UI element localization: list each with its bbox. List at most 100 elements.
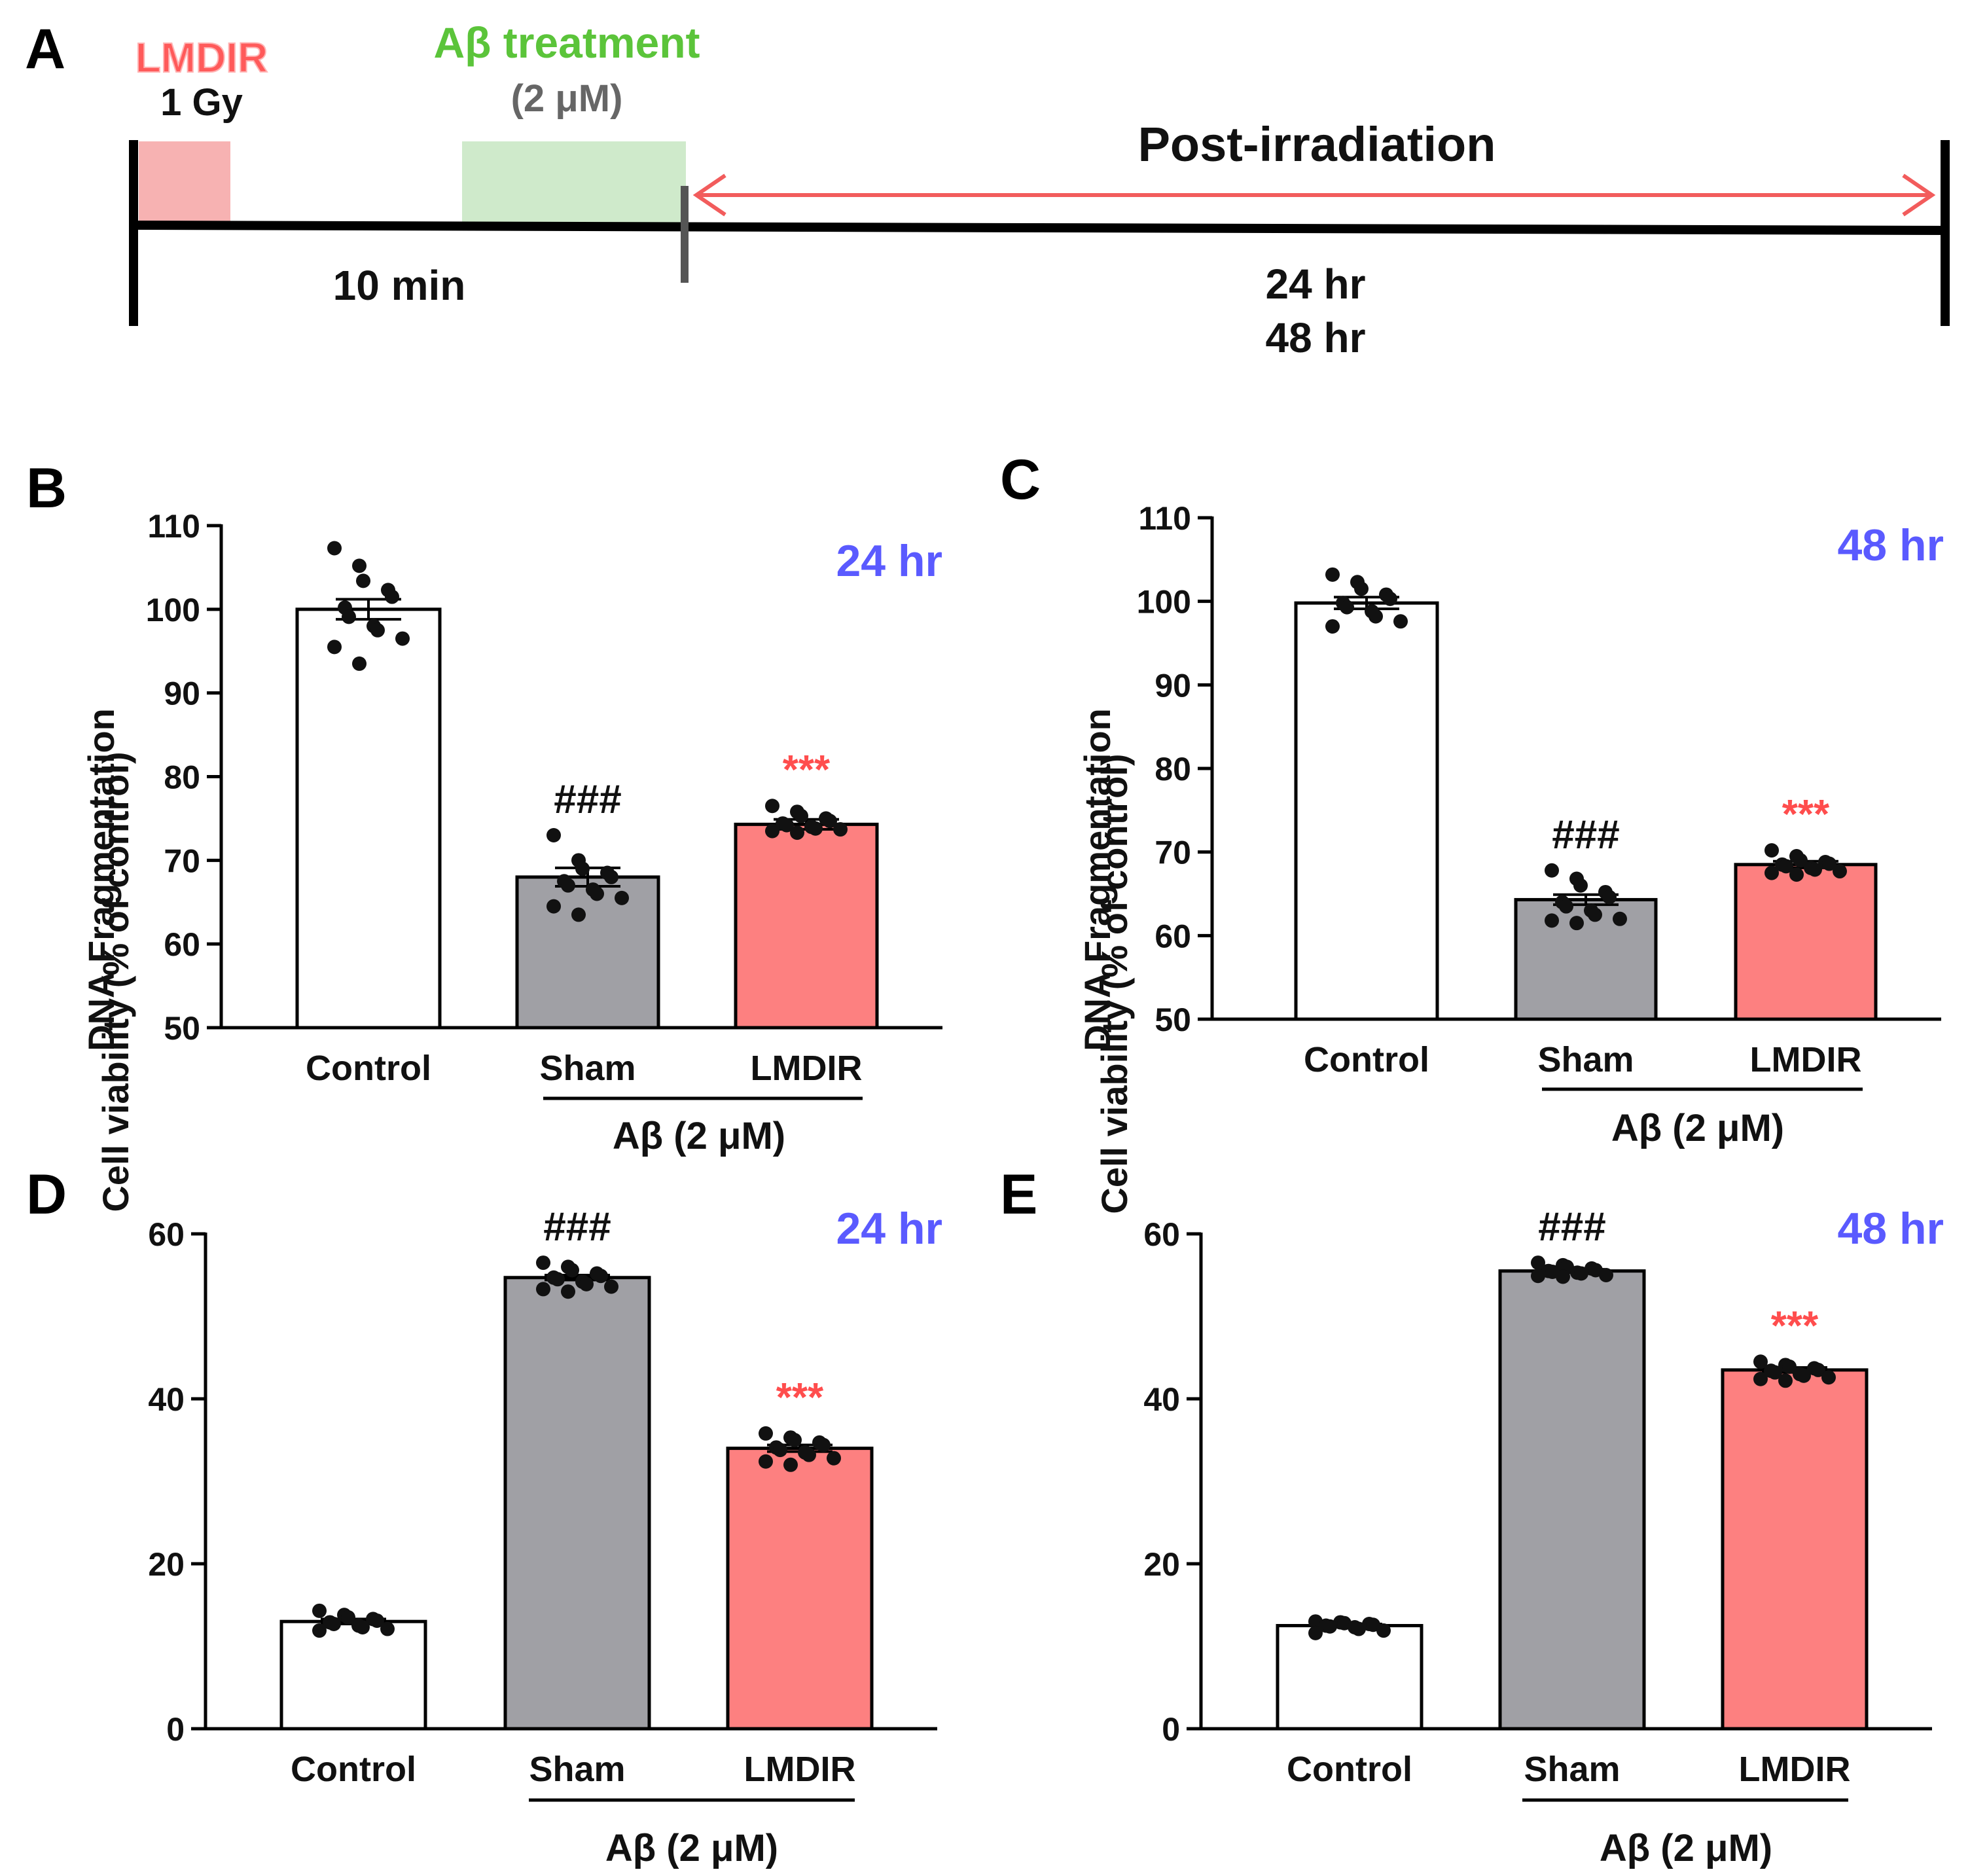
y-tick-label: 60 [1155,918,1191,954]
chart-panel-b: B 50 60 70 80 90 100 110 Cell viability (% of co… [26,457,942,1212]
panel-letter: B [26,457,67,520]
data-point [765,823,779,839]
data-point [1545,913,1559,928]
data-point [1808,862,1822,877]
bar-lmdir [726,1447,874,1731]
significance-label: *** [1771,1303,1819,1348]
data-point [1779,859,1793,874]
data-point [579,1276,594,1291]
data-point [808,821,823,836]
interval-label: 10 min [333,262,466,309]
data-point [1613,911,1627,926]
y-tick-label: 110 [147,508,200,545]
y-tick-label: 70 [1155,835,1191,871]
data-point [816,1437,831,1452]
group-label: Aβ (2 μM) [1600,1827,1772,1869]
data-point [312,1623,327,1638]
arrow-head-left [692,173,726,217]
data-point [783,1457,798,1472]
data-point [342,609,356,624]
data-point [575,861,590,876]
category-label: LMDIR [1750,1040,1862,1079]
data-point [594,1269,608,1284]
data-point [546,899,561,914]
bar-lmdir [734,822,879,1030]
group-label: Aβ (2 μM) [605,1827,778,1869]
category-label: LMDIR [744,1750,856,1789]
time-48-label: 48 hr [1266,314,1366,361]
lmdir-block [139,141,230,223]
category-label: LMDIR [1739,1750,1851,1789]
data-point [779,818,794,833]
data-point [1574,1266,1588,1281]
y-tick-label: 110 [1138,500,1191,537]
group-label: Aβ (2 μM) [613,1115,785,1157]
timeline-axis [133,221,1946,235]
significance-label: *** [783,748,831,793]
data-point [1793,853,1808,868]
category-label: Sham [529,1750,625,1789]
time-24-label: 24 hr [1266,261,1366,308]
dose-label: 1 Gy [160,81,243,124]
y-tick-label: 90 [164,676,200,712]
category-label: Control [1304,1040,1429,1079]
bar-control [279,1619,427,1731]
data-point [1599,1268,1613,1282]
data-point [1768,1365,1782,1380]
data-point [604,1279,618,1294]
data-point [615,890,629,905]
significance-label: ### [543,1204,611,1250]
bar-sham [1498,1269,1646,1731]
data-point [1573,878,1588,893]
data-point [1797,1368,1811,1383]
data-point [827,1451,841,1466]
data-point [1340,600,1354,615]
y-axis-title: DNA Fragmentation [81,708,122,1051]
data-point [787,1433,802,1447]
data-point [1822,856,1836,871]
bar-control [1294,601,1439,1021]
data-point [561,878,575,893]
chart-panel-e: E 0 20 40 60 DNA Fragmentation 48 hr Control ###… [1000,708,1944,1869]
y-tick-label: 50 [1155,1001,1191,1038]
data-point [1308,1625,1323,1640]
category-label: Control [306,1049,431,1088]
abeta-concentration-label: (2 μM) [511,77,623,120]
y-tick-label: 40 [148,1381,185,1418]
data-point [590,886,604,901]
bar-sham [515,875,660,1030]
data-point [352,558,367,573]
lmdir-label: LMDIR [135,34,268,81]
post-irradiation-label: Post-irradiation [1138,117,1496,171]
bar-sham [1514,897,1658,1021]
data-point [1821,1370,1836,1385]
chart-panel-d: D 0 20 40 60 DNA Fragmentation 24 hr Control ###… [26,708,942,1869]
data-point [1354,581,1369,596]
data-point [1753,1354,1768,1369]
data-point [1376,1623,1391,1638]
data-point [370,1613,384,1628]
data-point [1782,1359,1797,1374]
time-label: 24 hr [836,1204,942,1254]
data-point [790,825,804,840]
data-point [395,631,410,646]
data-point [1753,1371,1768,1386]
data-point [1764,865,1779,880]
data-point [1789,867,1804,882]
bar-control [295,607,442,1030]
data-point [1556,1269,1570,1284]
y-tick-label: 100 [1137,584,1191,621]
data-point [1325,619,1340,634]
data-point [759,1426,773,1441]
y-tick-label: 80 [164,759,200,796]
category-label: Sham [1524,1750,1620,1789]
y-tick-label: 0 [166,1711,185,1748]
y-tick-label: 60 [1143,1216,1180,1253]
data-point [370,622,385,638]
data-point [1559,899,1573,914]
y-tick-label: 80 [1155,751,1191,787]
data-point [1352,1621,1366,1636]
chart-panel-c: C 50 60 70 80 90 100 110 Cell viability (% of co… [1000,448,1944,1214]
category-label: Sham [539,1049,636,1088]
